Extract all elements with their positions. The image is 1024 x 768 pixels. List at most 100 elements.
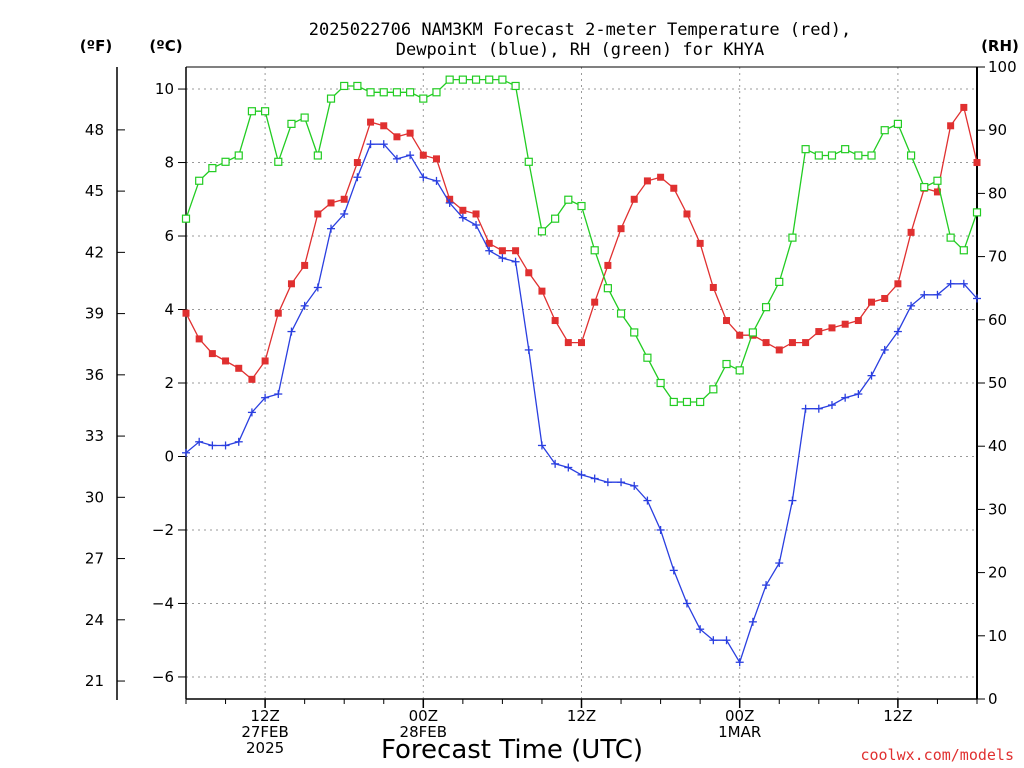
rh-point xyxy=(432,88,441,97)
dewpoint-point xyxy=(498,254,507,263)
temperature-point xyxy=(683,210,691,218)
rh-point xyxy=(616,309,626,318)
temperature-point xyxy=(222,357,230,365)
rh-point xyxy=(854,151,863,160)
dewpoint-point xyxy=(445,198,454,207)
dewpoint-point xyxy=(208,441,217,450)
temperature-point xyxy=(525,269,533,277)
dewpoint-point xyxy=(814,404,823,413)
celsius-tick-label: 10 xyxy=(155,80,174,98)
celsius-tick-label: 0 xyxy=(164,447,174,465)
series-dewpoint xyxy=(182,140,981,667)
dewpoint-point xyxy=(182,448,190,457)
rh-point xyxy=(682,397,692,407)
rh-point xyxy=(748,328,757,337)
fahrenheit-tick-label: 21 xyxy=(85,672,104,690)
rh-point xyxy=(801,145,810,154)
rh-point xyxy=(195,176,204,185)
rh-point xyxy=(498,75,507,84)
dewpoint-point xyxy=(656,525,665,534)
temperature-point xyxy=(208,350,216,358)
rh-point xyxy=(537,227,547,236)
temperature-point xyxy=(868,298,876,306)
rh-point xyxy=(366,88,375,97)
temperature-point xyxy=(327,199,335,207)
temperature-point xyxy=(261,357,269,365)
dewpoint-point xyxy=(841,393,850,402)
dewpoint-point xyxy=(630,481,639,490)
dewpoint-point xyxy=(788,496,797,505)
rh-point xyxy=(603,284,612,293)
temperature-point xyxy=(828,324,836,332)
x-tick-label: 12Z xyxy=(567,707,596,725)
temperature-point xyxy=(736,331,744,339)
rh-point xyxy=(208,164,217,173)
rh-tick-label: 10 xyxy=(988,627,1007,645)
dewpoint-point xyxy=(669,566,678,575)
rh-point xyxy=(590,246,599,255)
rh-point xyxy=(841,145,850,154)
temperature-point xyxy=(380,122,388,130)
dewpoint-point xyxy=(353,173,362,182)
dewpoint-point xyxy=(406,151,415,160)
rh-point xyxy=(696,397,705,407)
temperature-point xyxy=(432,155,440,163)
dewpoint-point xyxy=(933,290,942,299)
celsius-tick-label: 6 xyxy=(164,227,174,245)
temperature-point xyxy=(973,159,981,167)
temperature-point xyxy=(459,206,467,214)
rh-point xyxy=(471,75,481,84)
dewpoint-point xyxy=(551,459,560,468)
dewpoint-point xyxy=(221,441,230,450)
dewpoint-point xyxy=(748,617,757,626)
dewpoint-point xyxy=(893,327,902,336)
dewpoint-point xyxy=(458,213,467,222)
dewpoint-point xyxy=(274,390,283,399)
dewpoint-point xyxy=(261,393,270,402)
rh-point xyxy=(959,246,968,255)
fahrenheit-tick-label: 27 xyxy=(85,550,104,568)
celsius-tick-label: 2 xyxy=(164,374,174,392)
temperature-point xyxy=(512,247,520,255)
dewpoint-point xyxy=(959,279,968,288)
temperature-point xyxy=(762,339,770,347)
fahrenheit-tick-label: 48 xyxy=(85,121,104,139)
rh-point xyxy=(735,366,744,375)
dewpoint-point xyxy=(775,559,784,568)
rh-point xyxy=(933,176,942,185)
dewpoint-point xyxy=(696,625,705,634)
temperature-point xyxy=(604,261,612,269)
dewpoint-point xyxy=(577,470,586,479)
temperature-point xyxy=(630,195,638,203)
temperature-point xyxy=(617,225,625,233)
rh-point xyxy=(300,113,309,122)
dewpoint-point xyxy=(247,408,256,417)
rh-point xyxy=(920,182,929,192)
temperature-point xyxy=(960,103,968,111)
rh-point xyxy=(709,385,718,394)
rh-point xyxy=(326,94,336,103)
dewpoint-point xyxy=(973,294,981,303)
dewpoint-point xyxy=(762,581,771,590)
dewpoint-point xyxy=(432,176,441,185)
credit-label: coolwx.com/models xyxy=(860,746,1014,764)
temperature-point xyxy=(472,210,480,218)
rh-point xyxy=(880,126,889,135)
dewpoint-point xyxy=(485,246,494,255)
dewpoint-point xyxy=(300,301,309,310)
temperature-point xyxy=(538,287,546,295)
temperature-point xyxy=(788,339,796,347)
rh-point xyxy=(419,94,428,103)
temperature-point xyxy=(775,346,783,354)
rh-tick-label: 70 xyxy=(988,248,1007,266)
rh-tick-label: 80 xyxy=(988,184,1007,202)
temperature-point xyxy=(709,283,717,291)
temperature-point xyxy=(406,129,414,137)
x-tick-label: 00Z xyxy=(725,707,754,725)
rh-point xyxy=(761,303,771,312)
temperature-point xyxy=(881,294,889,302)
rh-point xyxy=(353,81,362,91)
x-tick-label: 1MAR xyxy=(718,723,761,741)
dewpoint-point xyxy=(379,140,388,149)
axes xyxy=(116,66,985,708)
